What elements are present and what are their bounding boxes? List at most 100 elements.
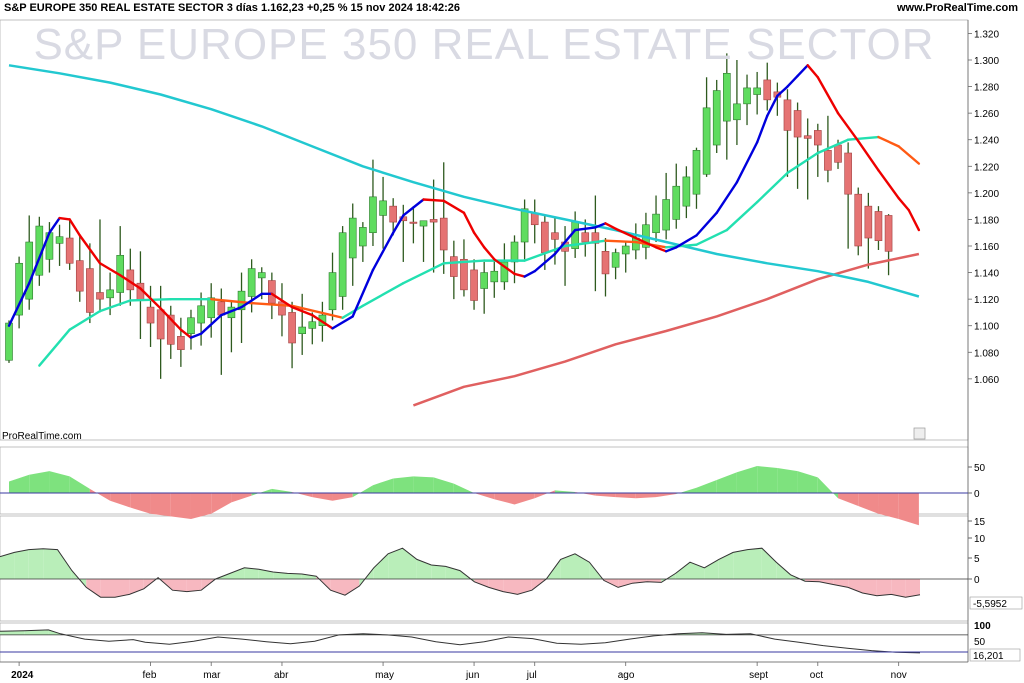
- oscillator-area: [244, 567, 259, 579]
- ma-fast-line: [755, 114, 769, 144]
- oscillator-area: [273, 572, 288, 579]
- oscillator-area: [474, 579, 489, 588]
- momentum-area: [9, 474, 30, 493]
- momentum-area: [514, 493, 535, 505]
- momentum-area: [312, 493, 333, 501]
- ma-medium-line: [209, 297, 253, 305]
- ma-fast-line: [482, 246, 496, 261]
- oscillator-tick-label: 0: [974, 575, 980, 586]
- chart-title: S&P EUROPE 350 REAL ESTATE SECTOR 3 días…: [4, 2, 461, 14]
- candle-body: [591, 232, 600, 244]
- oscillator-line: [0, 547, 921, 598]
- oscillator-tick-label: 10: [974, 534, 986, 545]
- candle-body: [884, 215, 893, 252]
- oscillator-tick-label: 5: [974, 554, 980, 565]
- ma-fast-line: [796, 64, 809, 78]
- candle-body: [328, 272, 337, 311]
- oscillator-area: [43, 548, 58, 579]
- ma-fast-line: [472, 231, 486, 249]
- candle-body: [166, 314, 175, 345]
- ma-fast-line: [119, 274, 142, 290]
- ma-fast-line: [654, 246, 668, 253]
- candle-body: [75, 260, 84, 292]
- ma-fast-line: [371, 231, 395, 272]
- x-tick-label: feb: [143, 670, 157, 681]
- candle-body: [601, 251, 610, 275]
- ma-fast-line: [68, 218, 81, 237]
- ma-fast-line: [573, 226, 597, 232]
- oscillator-last-box: [969, 596, 1023, 610]
- candle-body: [712, 90, 721, 146]
- candle-body: [621, 245, 630, 255]
- candle-body: [419, 220, 428, 227]
- price-tick-label: 1.240: [974, 136, 999, 147]
- ma-medium-line: [361, 282, 405, 307]
- oscillator-area: [632, 579, 647, 584]
- ma-fast-line: [58, 216, 71, 221]
- ma-medium-line: [604, 239, 638, 244]
- momentum-tick-label: 0: [974, 489, 980, 500]
- momentum-area: [554, 490, 576, 493]
- pane-frame-2: [0, 515, 969, 622]
- ma-fast-line: [523, 270, 536, 278]
- candle-body: [480, 272, 488, 289]
- momentum-area: [231, 493, 252, 503]
- candle-body: [146, 306, 155, 324]
- price-tick-label: 1.300: [974, 56, 999, 67]
- stoch-area: [24, 629, 49, 635]
- candle-body: [369, 196, 377, 234]
- momentum-area: [49, 471, 70, 493]
- info-icon: [913, 427, 926, 440]
- oscillator-area: [517, 579, 532, 595]
- pane-frame-0: [0, 19, 969, 441]
- candle-body: [803, 135, 812, 139]
- oscillator-area: [776, 562, 791, 579]
- ma-fast-line: [240, 292, 263, 309]
- momentum-tick-label: 50: [974, 463, 986, 474]
- ma-fast-line: [897, 196, 910, 212]
- x-tick-label: mar: [203, 670, 221, 681]
- candle-body: [197, 305, 205, 324]
- oscillator-area: [373, 553, 389, 579]
- ma-fast-line: [907, 208, 921, 232]
- candle-body: [581, 232, 590, 243]
- ma-medium-line: [563, 239, 607, 248]
- momentum-area: [332, 493, 353, 501]
- ma-fast-line: [836, 111, 860, 143]
- oscillator-area: [905, 579, 920, 598]
- price-tick-label: 1.080: [974, 348, 999, 359]
- candle-body: [874, 211, 883, 241]
- ma-fast-line: [776, 85, 789, 98]
- candle-body: [429, 219, 438, 223]
- candle-body: [541, 221, 549, 253]
- candle-body: [470, 269, 478, 301]
- momentum-area: [130, 493, 151, 514]
- candle-body: [257, 272, 266, 279]
- candle-body: [793, 110, 802, 138]
- oscillator-area: [14, 549, 29, 579]
- ma-fast-line: [98, 262, 122, 277]
- site-url[interactable]: www.ProRealTime.com: [896, 2, 1018, 14]
- ma-fast-line: [442, 199, 466, 214]
- ma-fast-line: [675, 234, 698, 249]
- candle-body: [96, 292, 104, 300]
- oscillator-area: [345, 579, 360, 596]
- oscillator-area: [287, 573, 302, 579]
- momentum-area: [29, 471, 50, 493]
- candle-body: [65, 237, 74, 264]
- momentum-area: [878, 493, 899, 519]
- ma-medium-line: [38, 328, 71, 367]
- candle-body: [611, 252, 620, 268]
- oscillator-area: [819, 579, 834, 585]
- candle-body: [25, 241, 34, 300]
- x-tick-label: may: [375, 670, 394, 681]
- candle-body: [682, 176, 691, 207]
- ma-medium-line: [897, 145, 921, 165]
- candle-body: [844, 152, 852, 195]
- candle-body: [156, 309, 165, 340]
- price-tick-label: 1.200: [974, 189, 999, 200]
- candle-body: [500, 261, 509, 283]
- stoch-line: [0, 629, 921, 654]
- ma-fast-line: [634, 236, 658, 249]
- momentum-area: [757, 465, 778, 493]
